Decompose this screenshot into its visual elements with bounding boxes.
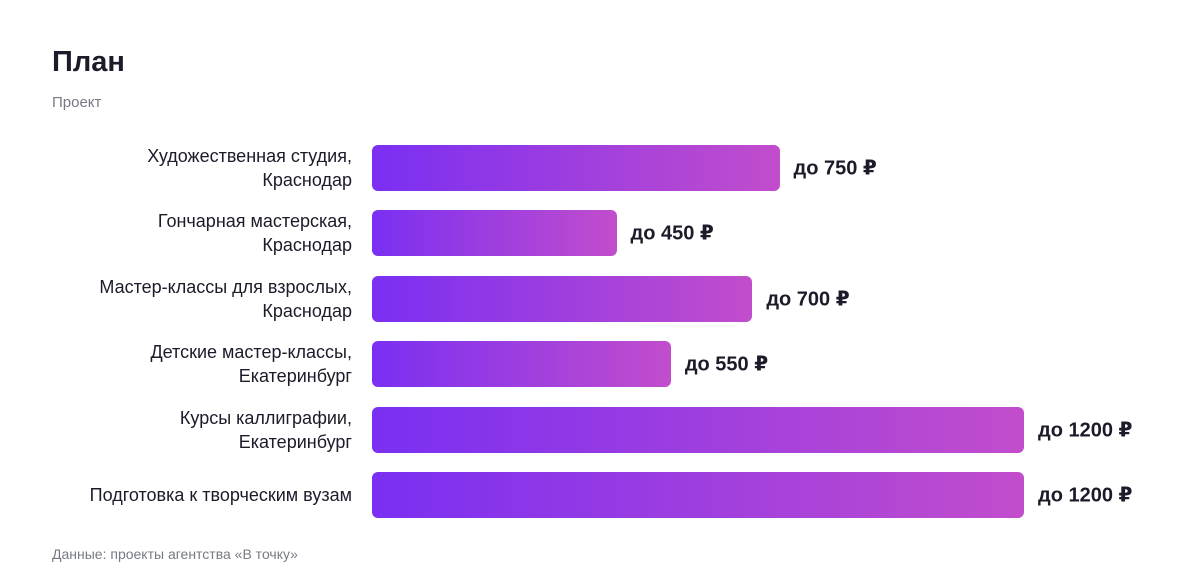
source-note: Данные: проекты агентства «В точку» [52,546,298,562]
chart-title: План [52,46,125,78]
bar [372,341,671,388]
y-tick-label: Художественная студия, Краснодар [147,146,352,190]
value-label: до 1200 ₽ [1038,419,1133,442]
y-tick-label: Детские мастер-классы, Екатеринбург [150,342,352,387]
bar [372,145,780,191]
chart-subtitle: Проект [52,94,102,111]
value-label: до 750 ₽ [793,157,877,180]
y-tick-label: Курсы каллиграфии, Екатеринбург [179,407,352,452]
value-label: до 700 ₽ [766,288,850,311]
bar [372,406,1024,453]
value-label: до 550 ₽ [684,353,769,376]
value-label: до 1200 ₽ [1038,484,1133,507]
bar [372,472,1024,518]
bar [372,275,753,322]
y-tick-label: Гончарная мастерская, Краснодар [157,211,352,256]
y-tick-label: Мастер-классы для взрослых, Краснодар [99,276,352,321]
bar [372,210,617,257]
value-label: до 450 ₽ [630,222,714,245]
y-tick-label: Подготовка к творческим вузам [89,485,352,505]
